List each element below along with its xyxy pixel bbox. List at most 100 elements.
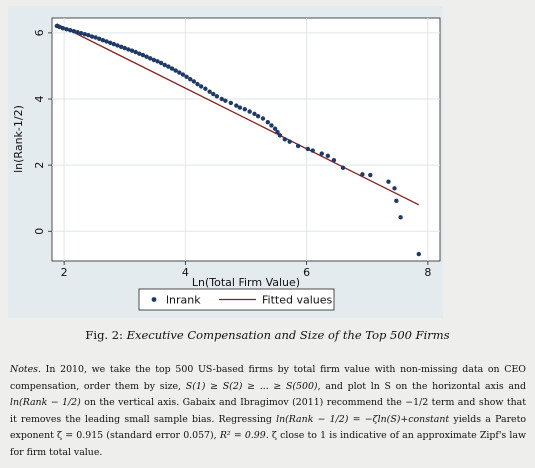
data-point [255,113,261,119]
data-point [237,105,243,110]
data-point [177,70,182,75]
legend-lnrank-marker [151,297,157,302]
data-point [100,37,106,43]
data-point [398,215,403,220]
data-point [140,52,146,58]
legend-lnrank-label: lnrank [166,294,201,307]
plot-area [51,17,441,262]
data-point [331,157,337,163]
data-point [60,26,66,31]
data-point [108,40,113,45]
data-point [118,44,124,49]
chart-panel: 2 4 6 8 0 2 4 6 Ln(Total Firm Value) ln(Rank-1/… [8,6,443,318]
fitted-values-line [56,23,420,206]
data-point [198,84,204,89]
notes-label: Notes. [10,364,41,375]
figure-caption: Fig. 2: Executive Compensation and Size … [0,328,535,342]
y-tick-label: 6 [33,29,46,36]
data-point [265,119,271,125]
data-point [260,116,266,121]
data-point [416,251,421,257]
data-point [295,143,301,149]
data-point [392,186,397,191]
data-point [305,146,311,152]
y-axis-label: ln(Rank-1/2) [12,105,25,173]
data-point [169,66,175,71]
data-point [214,94,220,99]
data-point [195,81,200,87]
data-point [158,60,164,66]
data-point [64,27,69,32]
x-axis-label: Ln(Total Firm Value) [192,276,300,289]
data-point [203,86,208,91]
axis-ticks: 2 4 6 8 0 2 4 6 [33,29,431,279]
data-point [325,153,331,159]
data-point [272,126,278,131]
y-tick-label: 0 [33,228,46,235]
data-point [184,74,189,80]
data-point [162,62,167,68]
data-point [340,165,346,170]
data-point [166,64,171,69]
caption-label: Fig. 2: [85,328,123,342]
data-point [211,91,216,97]
data-point [219,96,224,102]
data-point [282,137,287,142]
data-point [111,41,117,47]
data-point [126,47,131,52]
data-point [155,59,160,64]
notes-text-3: on the vertical axis. Gabaix and Ibragim… [10,397,527,425]
data-point [104,39,109,44]
data-point [394,198,399,204]
data-point [97,36,102,42]
x-tick-label: 4 [182,266,189,279]
data-point [223,98,228,103]
data-points-layer [54,23,421,257]
data-point [78,31,84,36]
data-point [129,48,135,53]
data-point [137,51,142,56]
notes-regression-math: ln(Rank − 1/2) = −ζln(S)+constant [276,413,450,425]
data-point [207,89,212,94]
data-point [191,79,197,84]
data-point [82,32,87,37]
notes-text-4: yields a Pareto exponent ζ = 0.915 (stan… [10,413,527,442]
notes-text-2: , and plot ln S on the horizontal axis a… [317,380,526,392]
notes-rank-math: ln(Rank − 1/2) [10,397,81,408]
scatter-chart: 2 4 6 8 0 2 4 6 Ln(Total Firm Value) ln(Rank-1/… [12,17,441,311]
data-point [151,57,157,63]
x-tick-label: 2 [61,266,68,279]
data-point [277,133,283,138]
data-point [93,35,98,40]
data-point [173,68,178,73]
data-point [133,49,138,55]
caption-title: Executive Compensation and Size of the T… [126,328,450,342]
data-point [247,109,252,114]
data-point [180,72,186,77]
x-tick-label: 6 [303,266,310,279]
data-point [67,28,73,33]
data-point [287,139,292,144]
data-point [122,45,127,51]
y-tick-label: 2 [33,162,46,169]
data-point [75,30,80,35]
y-tick-label: 4 [33,96,46,103]
data-point [228,100,234,106]
data-point [148,56,153,61]
data-point [275,129,280,135]
legend-fitted-label: Fitted values [262,294,333,307]
data-point [368,172,373,178]
data-point [310,148,315,153]
data-point [252,111,257,117]
data-point [89,34,95,39]
data-point [234,103,239,108]
data-point [386,179,391,184]
data-point [319,151,324,156]
fitted-line-layer [56,23,420,206]
data-point [57,24,62,30]
notes-text-5: . ζ close to 1 is indicative of an appro… [10,430,527,458]
data-point [269,123,274,128]
x-tick-label: 8 [424,266,431,279]
data-point [242,107,247,112]
notes-text-1: In 2010, we take the top 500 US-based fi… [10,364,526,392]
